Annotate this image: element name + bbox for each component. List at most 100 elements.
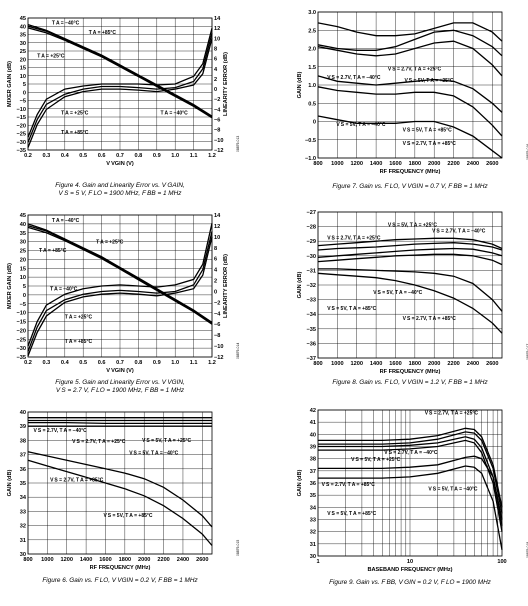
- series-line: [318, 455, 503, 520]
- series-line: [27, 23, 213, 117]
- x-tick-label: 1.2: [208, 360, 216, 366]
- y2-tick-label: 10: [214, 235, 220, 241]
- y2-tick-label: 2: [214, 77, 217, 83]
- y-tick-label: −1.0: [305, 156, 316, 162]
- chart-fig9: 1 10 100 42 41 40 39 38 37 36 35 34 33 32 31 30 BASEBAND…: [297, 408, 528, 586]
- y-axis-label: GAIN (dB): [297, 72, 303, 99]
- y2-tick-label: 14: [214, 16, 221, 22]
- y-axis-label: MIXER GAIN (dB): [7, 61, 13, 107]
- y-tick-label: 5: [23, 82, 26, 88]
- y-tick-label: −35: [307, 327, 317, 333]
- y-tick-label: 37: [310, 469, 316, 475]
- y-tick-label: 37: [20, 453, 26, 459]
- y-tick-label: 30: [20, 552, 26, 558]
- y-tick-label: 10: [20, 275, 26, 281]
- figure-code: 08879-013: [236, 136, 240, 152]
- y-tick-label: −25: [17, 337, 27, 343]
- y-tick-label: 40: [20, 410, 26, 416]
- y-tick-label: −34: [307, 312, 317, 318]
- series-line: [317, 247, 503, 258]
- series-annotation: V S = 5V, T A = +85°C: [327, 511, 376, 517]
- x-tick-label: 1800: [119, 557, 131, 563]
- y-tick-label: −10: [17, 311, 27, 317]
- y-tick-label: −28: [307, 225, 317, 231]
- x-axis-label: RF FREQUENCY (MHz): [380, 369, 441, 375]
- y-tick-label: 1.0: [308, 83, 316, 89]
- y-tick-label: 39: [310, 445, 316, 451]
- y2-tick-label: −12: [214, 148, 224, 154]
- series-annotation: V S = 2.7V, T A = −40°C: [432, 228, 486, 234]
- x-axis-label: V VGIN (V): [106, 161, 134, 167]
- series-annotation: T A = +85°C: [65, 339, 93, 345]
- y2-tick-label: −2: [214, 97, 220, 103]
- y-tick-label: 20: [20, 257, 26, 263]
- y-tick-label: 38: [310, 457, 316, 463]
- series-annotation: T A = +25°C: [65, 315, 93, 321]
- series-line: [318, 439, 503, 532]
- y-tick-label: −30: [17, 346, 27, 352]
- series-annotation: T A = −40°C: [160, 110, 188, 116]
- y-tick-label: 41: [310, 420, 316, 426]
- series-line: [317, 242, 503, 251]
- series-annotation: T A = −40°C: [52, 21, 80, 27]
- y-tick-label: −5: [20, 99, 26, 105]
- y2-tick-label: 6: [214, 257, 217, 263]
- y2-tick-label: −6: [214, 322, 220, 328]
- y-tick-label: 40: [310, 432, 316, 438]
- series-annotation: V S = 2.7V, T A = +25°C: [72, 439, 126, 445]
- series-line: [27, 226, 213, 325]
- series-annotation: T A = −40°C: [50, 286, 78, 292]
- y-tick-label: 45: [20, 213, 26, 219]
- series-line: [317, 253, 503, 266]
- y2-tick-label: 8: [214, 46, 217, 52]
- series-annotation: T A = +85°C: [39, 248, 67, 254]
- y2-tick-label: 4: [214, 67, 218, 73]
- y2-tick-label: 8: [214, 246, 217, 252]
- y-tick-label: 36: [20, 467, 26, 473]
- series-annotation: V S = 5V, T A = +25°C: [388, 223, 437, 229]
- y-tick-label: −0.5: [305, 138, 316, 144]
- series-annotation: V S = 5V, T A = −40°C: [373, 290, 422, 296]
- y-tick-label: −37: [307, 356, 317, 362]
- y-tick-label: 25: [20, 249, 26, 255]
- y2-tick-label: 0: [214, 289, 217, 295]
- plot-frame: [317, 11, 503, 159]
- x-tick-label: 1.0: [171, 360, 179, 366]
- series-annotation: V S = 2.7V, T A = +85°C: [50, 478, 104, 484]
- y-tick-label: −5: [20, 302, 26, 308]
- y-tick-label: 15: [20, 66, 26, 72]
- y-tick-label: 2.0: [308, 47, 316, 53]
- y-tick-label: −36: [307, 341, 317, 347]
- y2-tick-label: 2: [214, 279, 217, 285]
- figure-caption: Figure 4. Gain and Linearity Error vs. V…: [55, 182, 185, 189]
- series-line: [27, 28, 213, 138]
- y2-tick-label: −8: [214, 333, 220, 339]
- x-tick-label: 1200: [351, 361, 363, 367]
- series-line: [27, 225, 213, 324]
- x-tick-label: 0.5: [79, 153, 87, 159]
- series-line: [318, 427, 503, 508]
- y-tick-label: −20: [17, 328, 27, 334]
- series-annotation: V S = 2.7V, T A = +25°C: [327, 236, 381, 242]
- plot-frame: [27, 17, 213, 151]
- y2-tick-label: −6: [214, 118, 220, 124]
- x-tick-label: 10: [407, 559, 413, 565]
- series-annotation: T A = +85°C: [89, 30, 117, 36]
- y2-tick-label: −4: [214, 107, 221, 113]
- x-tick-label: 800: [313, 161, 322, 167]
- y2-tick-label: −10: [214, 138, 224, 144]
- x-tick-label: 0.4: [61, 153, 70, 159]
- y-tick-label: −30: [17, 140, 27, 146]
- x-tick-label: 1000: [331, 161, 343, 167]
- y2-tick-label: −12: [214, 355, 224, 361]
- x-tick-label: 0.6: [98, 153, 106, 159]
- series-line: [27, 459, 213, 546]
- figure-caption-line2: V S = 2.7 V, F LO = 1900 MHz, F BB = 1 M…: [56, 387, 185, 394]
- x-tick-label: 1.2: [208, 153, 216, 159]
- x-tick-label: 2200: [157, 557, 169, 563]
- series-line: [28, 421, 212, 425]
- x-tick-label: 2600: [486, 361, 498, 367]
- figure-caption: Figure 5. Gain and Linearity Error vs. V…: [55, 379, 185, 386]
- y2-tick-label: 4: [214, 268, 218, 274]
- series-annotation: T A = −40°C: [52, 218, 80, 224]
